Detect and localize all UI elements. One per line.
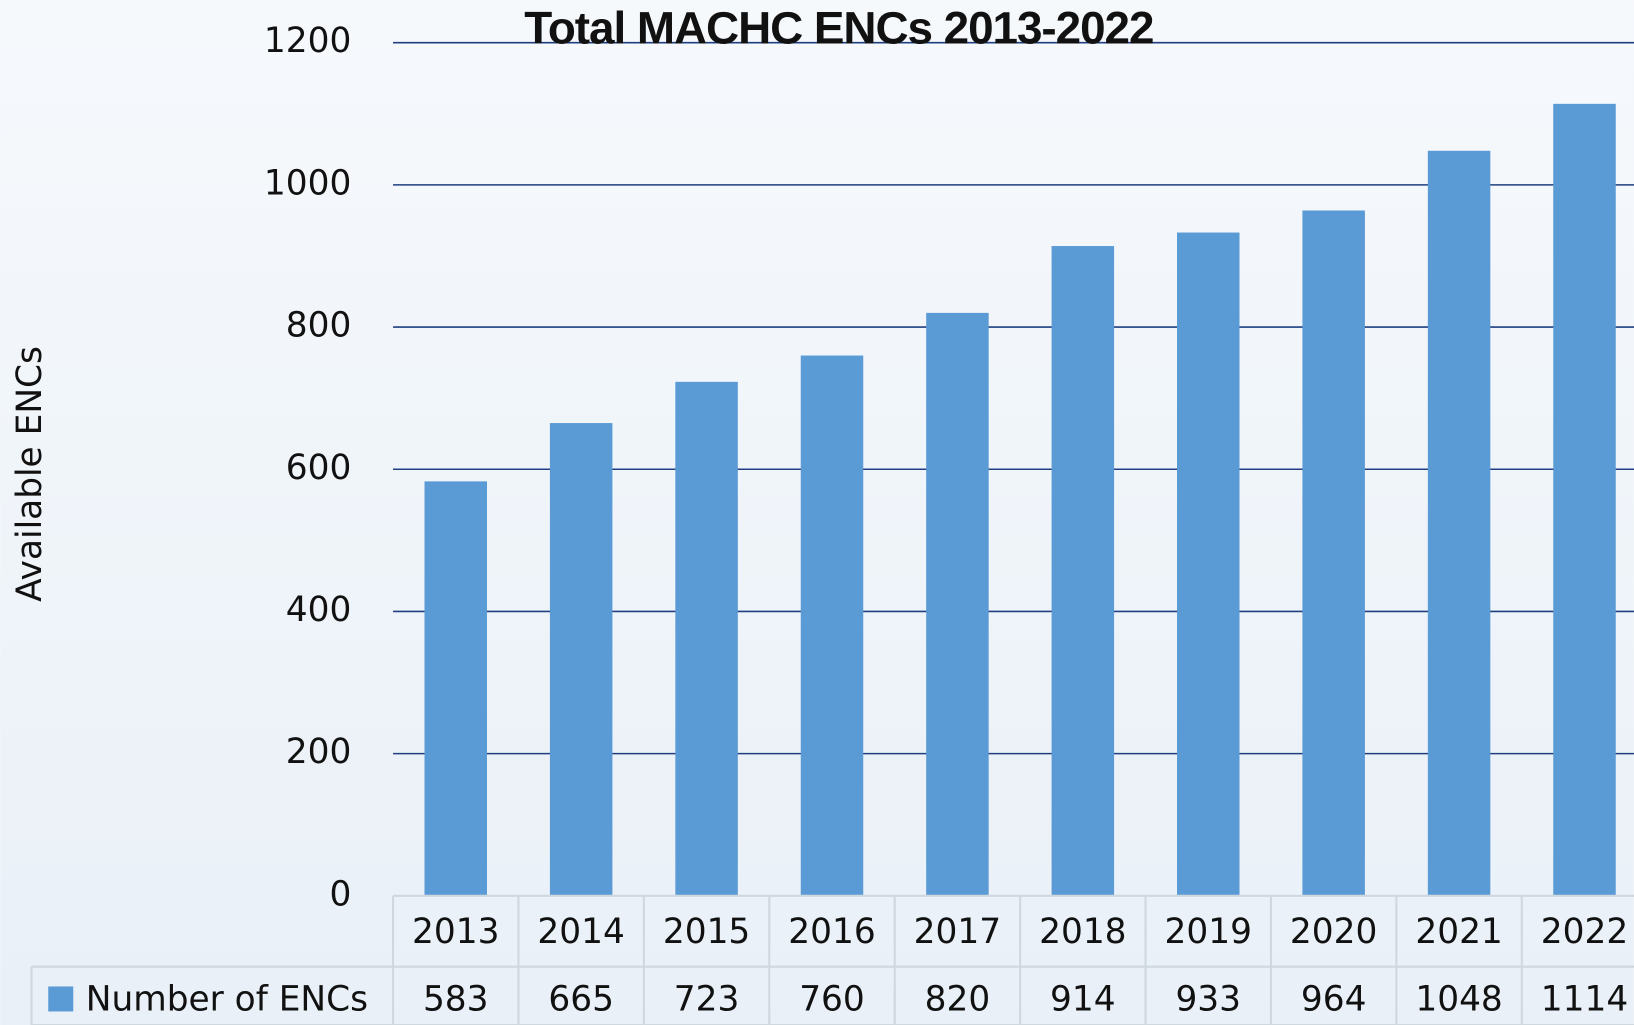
x-tick-label: 2021 — [1415, 912, 1502, 952]
y-tick-label: 1200 — [264, 21, 351, 61]
y-tick-label: 800 — [286, 306, 352, 346]
table-value: 665 — [548, 980, 614, 1020]
table-value: 1114 — [1541, 980, 1628, 1020]
table-value: 964 — [1301, 980, 1367, 1020]
y-tick-label: 400 — [286, 590, 352, 630]
x-tick-label: 2019 — [1165, 912, 1252, 952]
bar — [675, 381, 738, 896]
table-value: 1048 — [1415, 980, 1502, 1020]
legend-label: Number of ENCs — [86, 980, 368, 1020]
y-axis-label: Available ENCs — [10, 346, 50, 602]
x-tick-label: 2015 — [663, 912, 750, 952]
table-value: 723 — [674, 980, 740, 1020]
bar — [1177, 232, 1240, 896]
table-value: 760 — [799, 980, 865, 1020]
x-tick-label: 2017 — [914, 912, 1001, 952]
x-tick-label: 2022 — [1541, 912, 1628, 952]
chart-title: Total MACHC ENCs 2013-2022 — [524, 2, 1153, 53]
bar — [1427, 150, 1491, 896]
x-tick-label: 2016 — [788, 912, 875, 952]
y-tick-label: 200 — [286, 732, 352, 772]
x-tick-label: 2013 — [412, 912, 499, 952]
table-value: 914 — [1050, 980, 1116, 1020]
x-tick-label: 2020 — [1290, 912, 1377, 952]
bar — [1553, 103, 1616, 896]
y-tick-label: 0 — [330, 874, 352, 914]
x-tick-label: 2018 — [1039, 912, 1126, 952]
bar — [1051, 246, 1115, 896]
legend-swatch — [48, 986, 74, 1012]
table-value: 820 — [925, 980, 991, 1020]
bar — [926, 312, 989, 896]
bar — [424, 481, 487, 896]
table-value: 583 — [423, 980, 489, 1020]
bar — [1302, 210, 1365, 896]
y-tick-label: 600 — [286, 448, 352, 488]
x-tick-label: 2014 — [537, 912, 624, 952]
table-value: 933 — [1175, 980, 1241, 1020]
bar — [549, 423, 613, 896]
bar — [800, 355, 864, 896]
marks — [424, 103, 1616, 896]
y-tick-label: 1000 — [264, 163, 351, 203]
